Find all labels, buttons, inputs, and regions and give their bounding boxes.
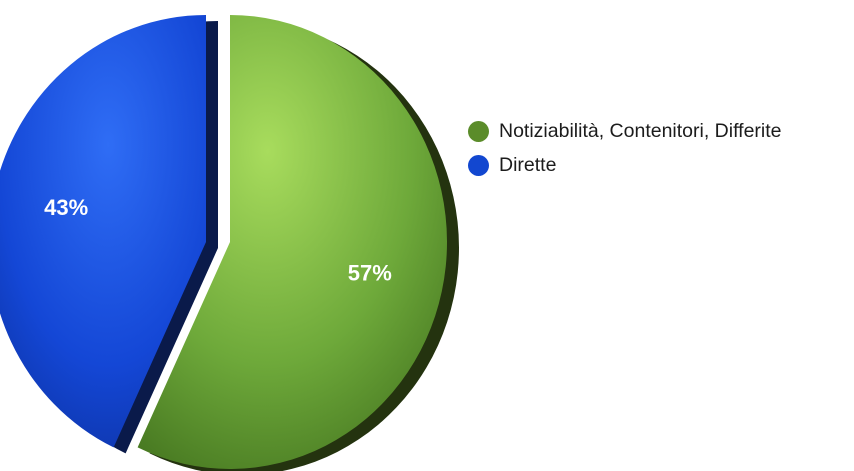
pie-labels: 57% 43% — [44, 195, 392, 285]
pie-slice — [0, 15, 206, 448]
pie-slice-label: 43% — [44, 195, 88, 220]
legend-item-dirette: Dirette — [468, 150, 782, 180]
legend-label: Dirette — [499, 153, 557, 176]
legend-swatch-blue — [468, 154, 489, 176]
pie-slice-label: 57% — [348, 261, 392, 286]
legend-swatch-green — [468, 120, 489, 142]
legend-label: Notiziabilità, Contenitori, Differite — [499, 119, 782, 142]
legend-item-notiziabilita: Notiziabilità, Contenitori, Differite — [468, 116, 782, 146]
legend: Notiziabilità, Contenitori, Differite Di… — [468, 116, 782, 180]
pie-slices — [0, 15, 447, 470]
pie-slice — [137, 15, 447, 470]
